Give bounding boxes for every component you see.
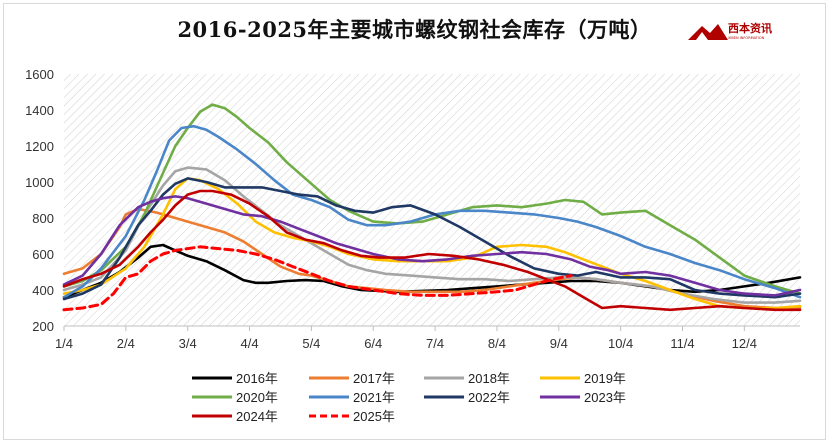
y-tick-label: 400 xyxy=(32,283,54,298)
legend-label: 2016年 xyxy=(236,371,278,386)
y-tick-label: 200 xyxy=(32,319,54,334)
legend-label: 2019年 xyxy=(584,371,626,386)
x-tick-label: 1/4 xyxy=(55,336,73,351)
series-line-2019年 xyxy=(62,177,802,310)
x-tick-label: 9/4 xyxy=(550,336,568,351)
brand-logo: 西本资讯 XIBEN INFORMATION xyxy=(688,20,788,50)
y-tick-label: 1400 xyxy=(25,103,54,118)
y-tick-label: 1200 xyxy=(25,139,54,154)
series-line-2025年 xyxy=(62,245,573,312)
y-tick-label: 600 xyxy=(32,247,54,262)
x-tick-label: 5/4 xyxy=(302,336,320,351)
legend-label: 2025年 xyxy=(353,409,395,424)
legend-label: 2022年 xyxy=(468,390,510,405)
series-line-2024年 xyxy=(62,189,802,312)
y-axis: 200 400 600 800 1000 1200 1400 1600 xyxy=(25,67,54,334)
x-tick-label: 10/4 xyxy=(608,336,633,351)
series-line-2023年 xyxy=(62,195,802,297)
plot-area-background xyxy=(64,74,800,326)
x-tick-label: 7/4 xyxy=(426,336,444,351)
x-tick-label: 12/4 xyxy=(732,336,757,351)
x-tick-label: 6/4 xyxy=(364,336,382,351)
legend-label: 2017年 xyxy=(353,371,395,386)
chart-title: 2016-2025年主要城市螺纹钢社会库存（万吨） xyxy=(177,17,652,42)
legend-label: 2018年 xyxy=(468,371,510,386)
legend-label: 2020年 xyxy=(236,390,278,405)
logo-mountain-icon xyxy=(688,24,728,40)
series-line-2018年 xyxy=(62,166,802,304)
x-tick-label: 4/4 xyxy=(241,336,259,351)
x-tick-label: 2/4 xyxy=(117,336,135,351)
x-tick-label: 8/4 xyxy=(488,336,506,351)
legend: 2016年 2017年 2018年 2019年 2020年 2021年 2022年 2023年… xyxy=(192,371,626,424)
legend-label: 2023年 xyxy=(584,390,626,405)
y-tick-label: 1000 xyxy=(25,175,54,190)
series-line-2021年 xyxy=(62,124,802,299)
x-axis: 1/4 2/4 3/4 4/4 5/4 6/4 7/4 8/4 9/4 10/4 11/4 12/4 xyxy=(55,325,800,351)
legend-label: 2021年 xyxy=(353,390,395,405)
y-tick-label: 1600 xyxy=(25,67,54,82)
series-line-2020年 xyxy=(62,103,802,295)
x-tick-label: 11/4 xyxy=(670,336,694,351)
logo-sub-text: XIBEN INFORMATION xyxy=(728,36,765,40)
series-lines xyxy=(62,103,802,312)
y-tick-label: 800 xyxy=(32,211,54,226)
legend-label: 2024年 xyxy=(236,409,278,424)
logo-brand-text: 西本资讯 xyxy=(728,22,772,35)
series-line-2022年 xyxy=(62,177,802,301)
x-tick-label: 3/4 xyxy=(179,336,197,351)
